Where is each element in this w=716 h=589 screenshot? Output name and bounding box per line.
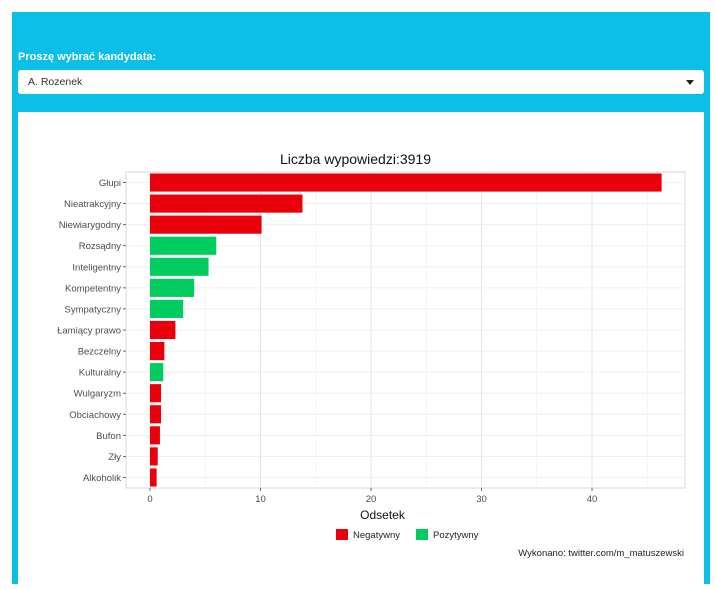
- x-tick-label: 20: [366, 494, 377, 505]
- bar: [150, 320, 176, 340]
- bar: [150, 194, 303, 213]
- y-tick-label: Wulgaryzm: [74, 389, 121, 400]
- y-tick-label: Alkoholik: [83, 473, 121, 484]
- chart-credit: Wykonano: twitter.com/m_matuszewski: [518, 548, 684, 559]
- bar-chart: Głupi Nieatrakcyjny Niewiarygodny Rozsądny I…: [57, 151, 686, 559]
- y-tick-label: Zły: [108, 452, 121, 463]
- x-tick-label: 10: [255, 494, 266, 505]
- chevron-down-icon[interactable]: [686, 79, 694, 85]
- bar: [150, 299, 184, 318]
- bar: [150, 257, 209, 276]
- x-tick-label: 0: [147, 494, 152, 505]
- candidate-label: Proszę wybrać kandydata:: [18, 51, 157, 63]
- y-tick-label: Bezczelny: [78, 347, 122, 358]
- y-tick-label: Nieatrakcyjny: [64, 199, 121, 210]
- candidate-select-value: A. Rozenek: [28, 76, 83, 88]
- legend-label: Negatywny: [353, 530, 400, 541]
- x-tick-label: 30: [476, 494, 487, 505]
- bar: [150, 215, 262, 234]
- x-tick-label: 40: [587, 494, 598, 505]
- candidate-select[interactable]: A. Rozenek: [18, 70, 704, 94]
- y-tick-label: Sympatyczny: [65, 304, 122, 315]
- y-tick-label: Obciachowy: [69, 410, 121, 421]
- y-tick-label: Głupi: [99, 178, 121, 189]
- bar: [150, 426, 160, 445]
- y-tick-label: Rozsądny: [79, 241, 121, 252]
- bar: [150, 342, 165, 361]
- y-tick-label: Kompetentny: [65, 283, 121, 294]
- bar: [150, 468, 157, 487]
- bar: [150, 363, 164, 382]
- legend-swatch: [416, 529, 428, 540]
- bar: [150, 405, 162, 424]
- bar: [150, 447, 158, 466]
- bar: [150, 278, 195, 297]
- legend-label: Pozytywny: [433, 530, 479, 541]
- y-tick-label: Bufon: [96, 431, 121, 442]
- legend-swatch: [336, 529, 348, 540]
- y-tick-label: Niewiarygodny: [59, 220, 122, 231]
- bar: [150, 173, 662, 192]
- x-axis-label: Odsetek: [360, 508, 406, 522]
- bar: [150, 384, 162, 403]
- y-tick-label: Inteligentny: [72, 262, 121, 273]
- y-tick-label: Kulturalny: [79, 368, 121, 379]
- bar: [150, 236, 217, 255]
- chart-card: Głupi Nieatrakcyjny Niewiarygodny Rozsądny I…: [18, 112, 704, 584]
- chart-title: Liczba wypowiedzi:3919: [280, 151, 431, 167]
- y-tick-label: Łamiący prawo: [57, 326, 121, 337]
